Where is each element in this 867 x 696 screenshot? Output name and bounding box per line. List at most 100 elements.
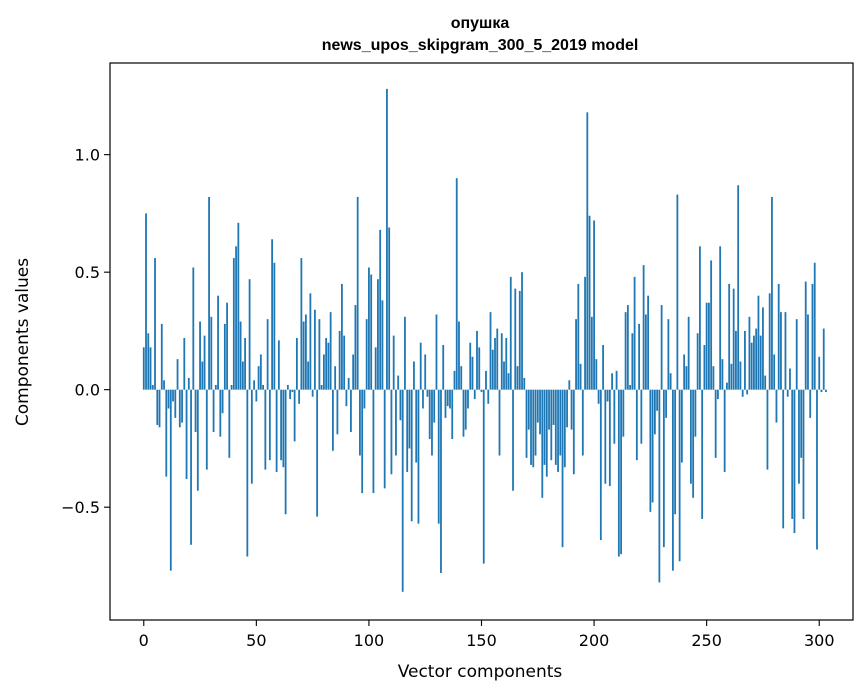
bar <box>377 279 379 390</box>
bar <box>142 347 145 390</box>
bar <box>644 314 647 390</box>
bar <box>748 316 751 390</box>
bar <box>444 389 447 418</box>
bar <box>739 361 742 390</box>
bar <box>327 342 330 390</box>
bar <box>548 389 550 430</box>
x-tick-label: 50 <box>246 631 266 650</box>
bar <box>334 366 337 390</box>
bar <box>451 389 454 440</box>
bar <box>397 375 400 390</box>
bar <box>766 389 769 470</box>
bar <box>680 389 683 463</box>
bar <box>462 389 465 437</box>
bar <box>408 389 411 449</box>
bar <box>730 363 733 390</box>
bar <box>653 389 656 435</box>
bar <box>226 302 228 390</box>
bar <box>516 366 519 390</box>
bar <box>541 389 544 498</box>
bar <box>554 389 557 465</box>
bar <box>561 389 564 548</box>
bar <box>250 389 253 484</box>
bar <box>196 389 199 491</box>
bar <box>183 337 186 390</box>
bar <box>595 359 598 390</box>
bar <box>820 389 823 393</box>
bar <box>259 354 262 390</box>
bar <box>773 354 776 390</box>
bar <box>572 389 575 475</box>
x-tick-label: 100 <box>354 631 385 650</box>
bar <box>500 333 503 390</box>
bar <box>678 389 681 562</box>
bar <box>624 312 627 390</box>
x-axis-label: Vector components <box>398 662 563 682</box>
bar <box>383 389 386 489</box>
bar <box>280 389 283 461</box>
bar <box>253 380 255 390</box>
bar <box>313 309 316 390</box>
bar <box>147 333 150 390</box>
bar <box>579 363 582 390</box>
bar <box>662 389 665 548</box>
bar <box>674 389 677 515</box>
bar <box>685 366 688 390</box>
bar <box>174 389 177 418</box>
bar <box>214 384 217 390</box>
bar <box>491 349 494 390</box>
bar <box>712 366 715 390</box>
y-axis-label: Components values <box>13 258 33 426</box>
bar <box>647 295 650 390</box>
bar <box>732 288 735 390</box>
bar <box>271 239 274 390</box>
bar <box>570 389 573 430</box>
bar <box>800 389 803 458</box>
bar <box>244 337 246 390</box>
bar <box>503 361 505 390</box>
bar <box>735 330 737 390</box>
bar <box>332 389 334 451</box>
bar <box>449 389 451 409</box>
bar <box>723 389 726 472</box>
bar <box>575 319 577 390</box>
bar <box>300 258 303 390</box>
bar <box>530 389 532 465</box>
bar <box>759 335 762 390</box>
bar <box>671 389 674 571</box>
bar <box>255 389 258 402</box>
bar <box>404 316 406 390</box>
bar <box>388 227 391 390</box>
bar <box>410 389 413 522</box>
bar <box>424 354 427 390</box>
bar <box>683 354 686 390</box>
bar <box>417 389 420 524</box>
bar <box>584 276 586 390</box>
bar <box>181 389 183 423</box>
bar <box>775 389 778 423</box>
bar <box>620 389 622 555</box>
bar <box>194 389 197 432</box>
bar <box>581 389 584 456</box>
bar <box>719 246 722 390</box>
bar <box>750 342 753 390</box>
bar <box>602 345 604 390</box>
bar <box>365 319 368 390</box>
bar <box>550 389 553 461</box>
y-tick-label: 1.0 <box>75 146 100 165</box>
bar <box>552 389 555 425</box>
bar <box>696 333 699 390</box>
bar <box>304 314 307 390</box>
bar <box>478 347 481 390</box>
bar <box>665 389 668 418</box>
bar <box>471 356 474 390</box>
bar <box>586 112 589 390</box>
bar <box>464 389 467 430</box>
bar <box>210 316 213 390</box>
bar <box>345 389 348 407</box>
bar <box>230 384 233 390</box>
bar <box>413 361 415 390</box>
bar <box>298 389 301 404</box>
bar <box>487 389 490 404</box>
x-tick-label: 150 <box>466 631 497 650</box>
